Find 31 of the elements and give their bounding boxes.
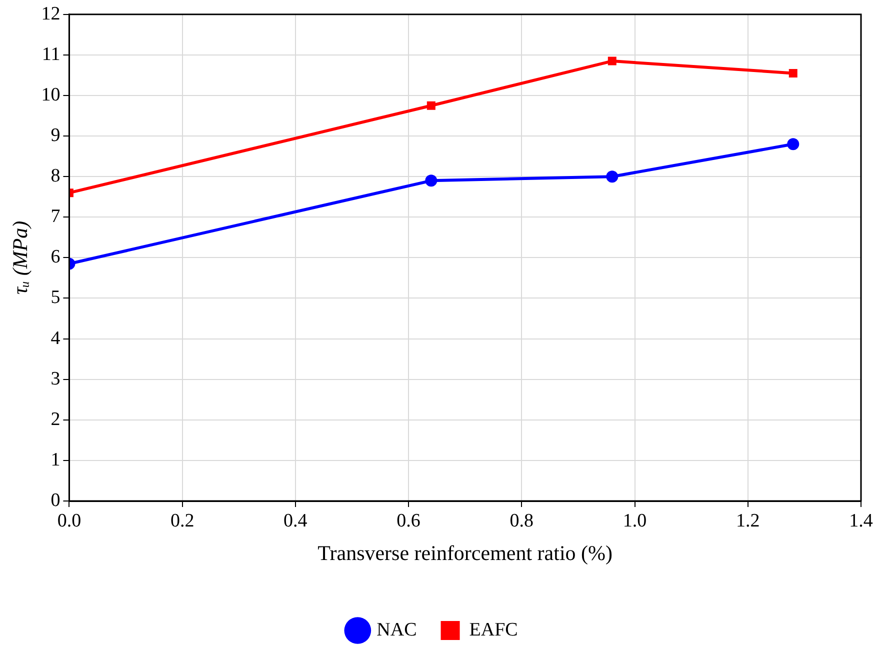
point	[608, 56, 616, 66]
legend-label: NAC	[376, 619, 417, 640]
y-tick-label: 2	[50, 408, 60, 430]
x-tick-label: 1.0	[622, 510, 647, 532]
y-tick-label: 12	[41, 3, 60, 24]
point	[787, 138, 800, 150]
y-tick-label: 7	[50, 206, 60, 228]
point	[606, 170, 618, 183]
y-tick-label: 8	[50, 166, 60, 187]
y-tick-label: 10	[41, 84, 60, 106]
x-tick-label: 1.4	[849, 510, 874, 532]
x-tick-label: 1.2	[736, 510, 760, 532]
point	[788, 68, 798, 78]
x-tick-label: 0.2	[170, 510, 194, 532]
x-axis-title: Transverse reinforcement ratio (%)	[318, 540, 613, 565]
legend-label: EAFC	[469, 619, 518, 640]
y-tick-label: 11	[42, 44, 60, 65]
y-axis-title: τᵤ (MPa)	[8, 220, 32, 295]
y-tick-label: 6	[50, 246, 60, 268]
y-tick-label: 5	[50, 287, 60, 308]
point	[426, 101, 436, 110]
x-tick-label: 0.6	[396, 510, 420, 532]
x-tick-label: 0.8	[510, 510, 534, 532]
y-tick-label: 1	[50, 449, 60, 470]
y-tick-label: 0	[50, 490, 60, 511]
point	[425, 174, 438, 187]
x-tick-label: 0.4	[284, 510, 308, 532]
x-tick-label: 0.0	[57, 510, 82, 532]
y-tick-label: 9	[50, 125, 60, 146]
y-tick-label: 4	[50, 328, 61, 349]
y-tick-label: 3	[50, 368, 60, 390]
